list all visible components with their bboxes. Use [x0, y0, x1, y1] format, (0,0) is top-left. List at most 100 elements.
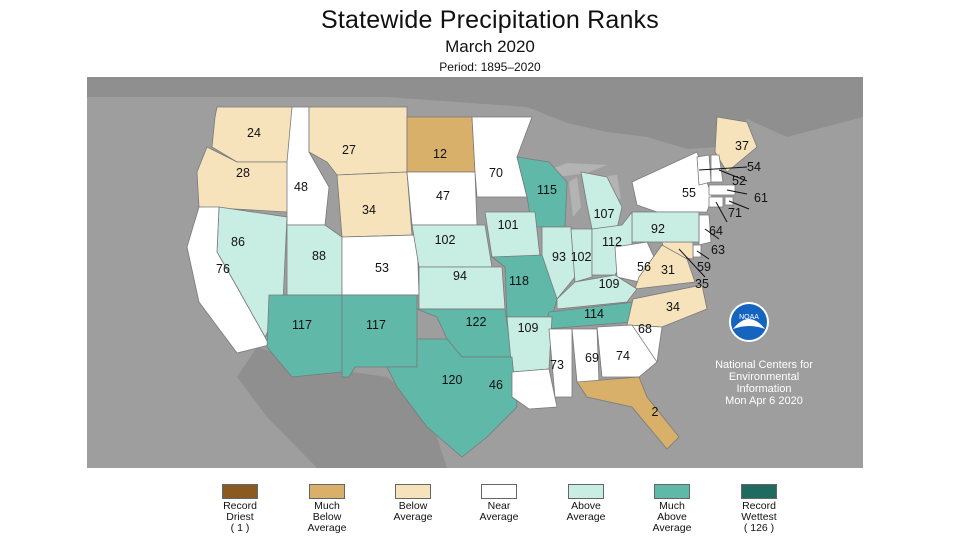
rank-label-ny: 55 — [682, 186, 696, 200]
legend-item: Much Above Average — [627, 484, 717, 534]
leader-line-de — [696, 250, 710, 260]
leader-line-nj — [704, 228, 720, 240]
noaa-logo-icon: NOAA — [729, 302, 769, 342]
rank-label-al: 69 — [585, 351, 599, 365]
state-ny — [631, 151, 713, 213]
rank-label-nc: 34 — [666, 300, 680, 314]
rank-label-nd: 12 — [433, 147, 447, 161]
legend-swatch — [481, 484, 517, 499]
rank-label-wi: 115 — [537, 183, 557, 197]
rank-label-nh: 52 — [732, 174, 746, 188]
rank-label-tx: 120 — [442, 373, 463, 387]
state-fl — [576, 376, 680, 450]
leader-line-ma — [726, 189, 748, 195]
rank-label-ca: 76 — [216, 262, 230, 276]
state-pa — [631, 211, 700, 243]
rank-label-mn: 70 — [489, 166, 503, 180]
legend-item: Much Below Average — [282, 484, 372, 534]
legend-item: Record Driest ( 1 ) — [195, 484, 285, 534]
rank-label-sc: 68 — [638, 322, 652, 336]
state-la — [511, 368, 558, 410]
rank-label-pa: 92 — [651, 222, 665, 236]
leader-line-ri — [728, 200, 750, 210]
rank-label-ri: 71 — [728, 206, 742, 220]
rank-label-ms: 73 — [550, 358, 564, 372]
rank-label-md: 35 — [695, 277, 709, 291]
leader-line-md — [678, 248, 706, 278]
state-ky — [556, 274, 638, 310]
canada-land — [87, 77, 863, 149]
rank-label-ma: 61 — [754, 191, 768, 205]
rank-label-co: 53 — [375, 261, 389, 275]
rank-label-ia: 101 — [498, 218, 519, 232]
legend-swatch — [395, 484, 431, 499]
leader-line-vt — [698, 166, 748, 171]
legend-swatch — [741, 484, 777, 499]
legend-item: Below Average — [368, 484, 458, 523]
state-ma — [708, 184, 736, 196]
rank-label-ky: 109 — [599, 277, 620, 291]
rank-label-de: 59 — [697, 260, 711, 274]
credit-line-2: Environmental — [729, 371, 799, 383]
rank-label-me: 37 — [735, 139, 749, 153]
state-az — [266, 294, 343, 378]
map-subtitle: March 2020 — [445, 37, 535, 56]
state-in — [570, 228, 593, 283]
rank-label-wa: 24 — [247, 126, 261, 140]
legend-item: Near Average — [454, 484, 544, 523]
rank-label-ga: 74 — [616, 349, 630, 363]
legend-swatch — [568, 484, 604, 499]
state-tx — [386, 338, 518, 458]
legend-label: Much Below Average — [307, 500, 347, 534]
rank-label-in: 102 — [571, 250, 592, 264]
legend-label: Record Driest ( 1 ) — [223, 500, 257, 534]
credit-line-1: National Centers for — [715, 359, 813, 371]
legend-swatch — [309, 484, 345, 499]
rank-label-mi: 107 — [594, 207, 615, 221]
legend-label: Below Average — [393, 500, 433, 523]
rank-label-nv: 86 — [231, 235, 245, 249]
state-nd — [406, 116, 476, 173]
rank-label-mo: 118 — [509, 274, 529, 288]
legend-label: Much Above Average — [652, 500, 692, 534]
rank-label-ar: 109 — [518, 321, 539, 335]
rank-label-wy: 34 — [362, 203, 376, 217]
lake-michigan — [569, 177, 581, 217]
state-nc — [626, 284, 708, 328]
rank-label-oh: 112 — [602, 235, 622, 249]
rank-label-wv: 56 — [637, 260, 651, 274]
rank-label-id: 48 — [294, 180, 308, 194]
rank-label-mt: 27 — [342, 143, 356, 157]
rank-label-fl: 2 — [652, 405, 659, 419]
rank-label-il: 93 — [552, 250, 566, 264]
leader-line-nh — [718, 169, 748, 182]
map-period: Period: 1895–2020 — [439, 60, 541, 74]
state-me — [714, 116, 758, 173]
state-ga — [596, 324, 658, 378]
leader-line-ct — [715, 201, 728, 223]
svg-text:NOAA: NOAA — [739, 314, 759, 321]
state-nm — [341, 294, 418, 378]
map-title: Statewide Precipitation Ranks — [321, 6, 659, 34]
legend-label: Above Average — [566, 500, 606, 523]
rank-label-va: 31 — [661, 263, 675, 277]
legend-swatch — [654, 484, 690, 499]
state-va — [634, 244, 696, 290]
rank-label-az: 117 — [292, 318, 312, 332]
rank-label-ut: 88 — [312, 249, 326, 263]
rank-label-la: 46 — [489, 378, 503, 392]
rank-label-tn: 114 — [584, 307, 604, 321]
rank-label-nj: 63 — [711, 243, 725, 257]
legend-item: Above Average — [541, 484, 631, 523]
rank-label-ok: 122 — [466, 315, 487, 329]
legend-swatch — [222, 484, 258, 499]
legend-item: Record Wettest ( 126 ) — [714, 484, 804, 534]
state-ms — [548, 328, 573, 398]
legend-label: Near Average — [479, 500, 519, 523]
rank-label-ct: 64 — [709, 224, 723, 238]
credit-date: Mon Apr 6 2020 — [725, 395, 803, 407]
legend-label: Record Wettest ( 126 ) — [741, 500, 777, 534]
rank-label-or: 28 — [236, 166, 250, 180]
